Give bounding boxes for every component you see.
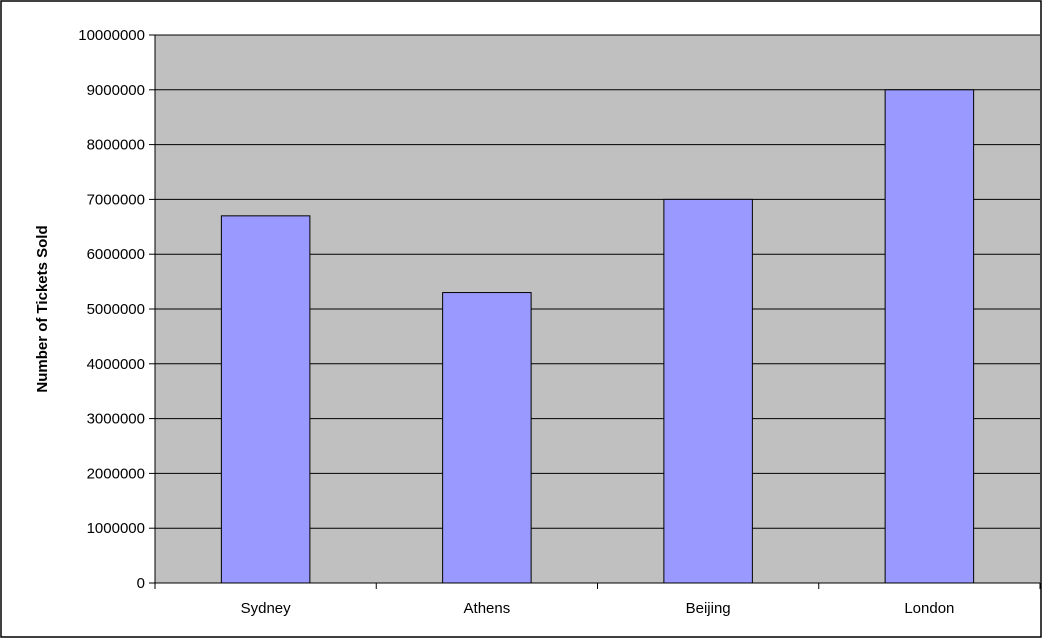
y-axis-title: Number of Tickets Sold — [34, 225, 51, 392]
bar-athens — [442, 292, 532, 584]
x-category-label: London — [904, 600, 954, 617]
y-tick-label: 9000000 — [87, 82, 145, 99]
y-tick-label: 3000000 — [87, 411, 145, 428]
x-category-label: Sydney — [241, 600, 292, 617]
y-tick-label: 0 — [137, 575, 145, 592]
bars — [220, 89, 975, 584]
axes — [149, 34, 1041, 589]
y-tick-label: 5000000 — [87, 301, 145, 318]
y-tick-label: 4000000 — [87, 356, 145, 373]
x-category-label: Athens — [464, 600, 511, 617]
y-tick-label: 7000000 — [87, 191, 145, 208]
y-tick-label: 1000000 — [87, 520, 145, 537]
x-category-label: Beijing — [686, 600, 731, 617]
y-tick-label: 8000000 — [87, 137, 145, 154]
bar-beijing — [663, 198, 753, 584]
y-tick-label: 6000000 — [87, 246, 145, 263]
y-tick-label: 2000000 — [87, 465, 145, 482]
bar-sydney — [220, 215, 311, 584]
y-tick-labels: 0 1000000 2000000 3000000 4000000 5000000 6000… — [78, 27, 145, 592]
bar-london — [884, 89, 975, 584]
y-tick-label: 10000000 — [78, 27, 145, 44]
x-category-labels: Sydney Athens Beijing London — [241, 600, 955, 617]
